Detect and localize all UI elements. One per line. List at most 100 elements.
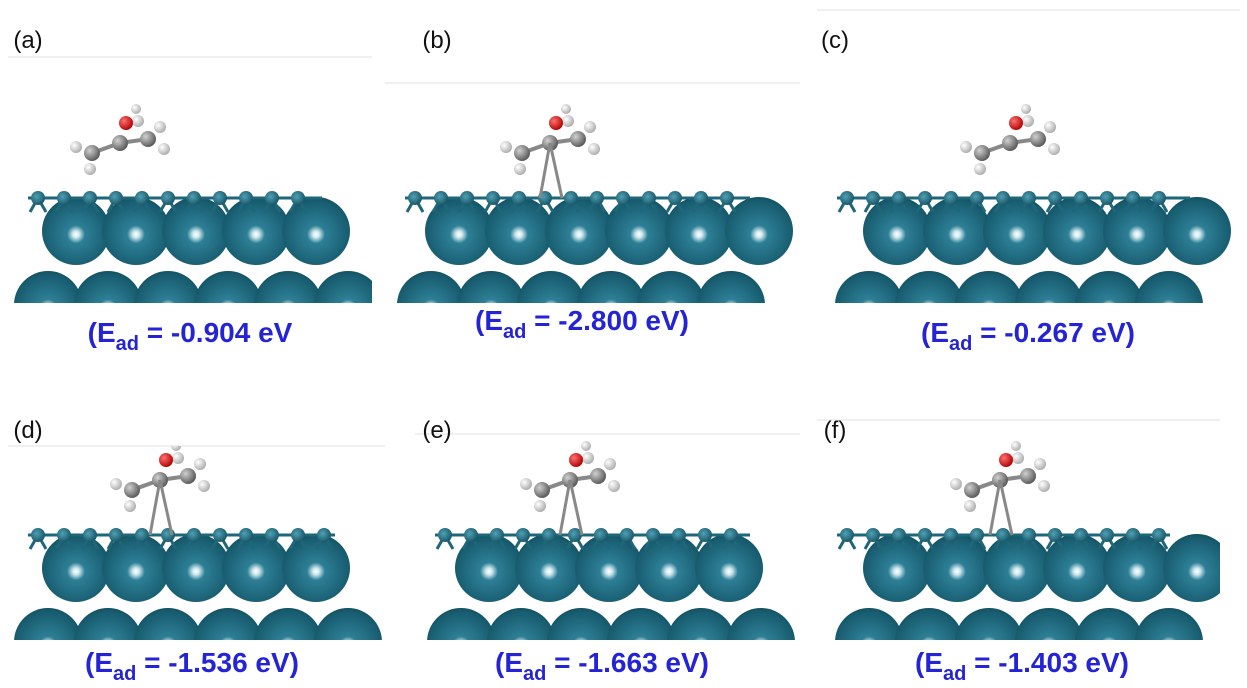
surface-atom	[892, 528, 906, 542]
surface-atom	[434, 191, 448, 205]
mol-atom	[514, 163, 526, 175]
caption-prefix: (E	[921, 317, 949, 348]
surface-atom	[464, 528, 478, 542]
surface-atom	[694, 191, 708, 205]
surface-atom	[187, 191, 201, 205]
slab-atom	[42, 534, 110, 602]
slab-atom	[1015, 271, 1083, 303]
surface-atom	[161, 191, 175, 205]
panel-label: (d)	[13, 417, 42, 444]
mol-atom	[964, 482, 980, 498]
surface-atom	[616, 191, 630, 205]
slab-atom	[397, 271, 465, 303]
slab-atom	[457, 271, 525, 303]
surface-atom	[918, 528, 932, 542]
mol-bond	[568, 479, 584, 536]
slab-atom	[74, 271, 142, 303]
mol-bond	[148, 479, 162, 536]
mol-atom	[180, 468, 196, 484]
mol-atom	[124, 482, 140, 498]
surface-atom	[866, 528, 880, 542]
mol-atom	[604, 458, 616, 470]
slab-atom	[667, 608, 735, 640]
caption-rest: = -0.904 eV	[139, 317, 293, 348]
caption-rest: = -1.403 eV)	[966, 647, 1129, 678]
surface-atom	[213, 528, 227, 542]
panel-label: (a)	[13, 27, 42, 54]
mol-atom	[1030, 131, 1046, 147]
slab-atom	[1103, 197, 1171, 265]
slab-atom	[983, 534, 1051, 602]
panel-label: (f)	[824, 417, 847, 444]
slab-atom	[863, 534, 931, 602]
mol-atom	[964, 500, 976, 512]
surface-atom	[265, 528, 279, 542]
surface-atom	[239, 528, 253, 542]
surface-atom	[1022, 191, 1036, 205]
slab-atom	[1043, 197, 1111, 265]
surface-atom	[57, 528, 71, 542]
energy-caption: (Ead = -0.904 eV	[88, 317, 293, 355]
mol-atom	[1020, 468, 1036, 484]
slab-atom	[102, 534, 170, 602]
mol-atom	[171, 446, 181, 451]
surface-atom	[135, 528, 149, 542]
slab-atom	[727, 608, 795, 640]
surface-atom	[291, 191, 305, 205]
surface-atom	[840, 191, 854, 205]
slab-atom	[314, 608, 382, 640]
surface-atom	[213, 191, 227, 205]
slab-atom	[575, 534, 643, 602]
energy-caption: (Ead = -0.267 eV)	[921, 317, 1135, 355]
surface-atom	[135, 191, 149, 205]
slab-atom	[222, 534, 290, 602]
mol-atom	[112, 135, 128, 151]
surface-atom	[1022, 528, 1036, 542]
slab-atom	[425, 197, 493, 265]
caption-rest: = -1.536 eV)	[136, 647, 299, 678]
slab-atom	[863, 197, 931, 265]
caption-prefix: (E	[915, 647, 943, 678]
caption-prefix: (E	[495, 647, 523, 678]
slab-atom	[697, 271, 765, 303]
caption-subscript: ad	[943, 663, 966, 685]
surface-atom	[590, 191, 604, 205]
surface-atom	[109, 528, 123, 542]
slab-atom	[1015, 608, 1083, 640]
mol-atom	[110, 478, 122, 490]
surface-atom	[1074, 528, 1088, 542]
slab-atom	[665, 197, 733, 265]
mol-atom	[140, 131, 156, 147]
slab-atom	[14, 608, 82, 640]
caption-prefix: (E	[88, 317, 116, 348]
slab-atom	[607, 608, 675, 640]
mol-atom	[119, 116, 133, 130]
mol-atom	[581, 441, 591, 451]
mol-atom	[561, 104, 571, 114]
mol-atom	[569, 453, 583, 467]
slab-atom	[725, 197, 793, 265]
panel-image	[14, 446, 382, 640]
surface-atom	[408, 191, 422, 205]
caption-prefix: (E	[475, 305, 503, 336]
mol-atom	[534, 500, 546, 512]
slab-atom	[1163, 534, 1220, 602]
surface-atom	[1048, 528, 1062, 542]
panel-image	[14, 104, 372, 303]
surface-atom	[460, 191, 474, 205]
mol-atom	[1034, 458, 1046, 470]
caption-subscript: ad	[116, 333, 139, 355]
slab-atom	[635, 534, 703, 602]
slab-atom	[515, 534, 583, 602]
panel-label: (b)	[422, 27, 451, 54]
surface-atom	[1100, 528, 1114, 542]
surface-atom	[970, 528, 984, 542]
energy-caption: (Ead = -1.403 eV)	[915, 647, 1129, 685]
surface-atom	[568, 528, 582, 542]
mol-atom	[608, 480, 620, 492]
surface-atom	[892, 191, 906, 205]
slab-atom	[955, 608, 1023, 640]
mol-atom	[950, 478, 962, 490]
